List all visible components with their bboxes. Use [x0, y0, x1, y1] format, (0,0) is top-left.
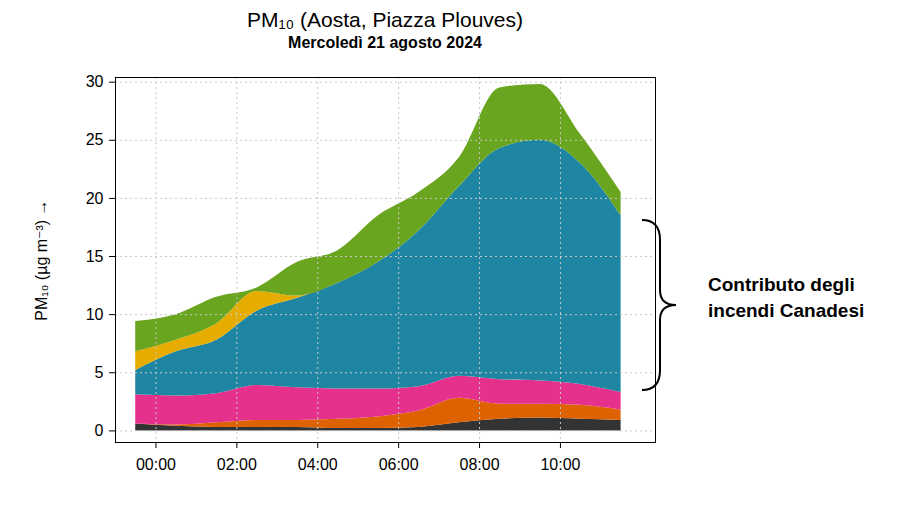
html-text:Contributo degli incendi Canad: Contributo degli incendi Canadesi — [708, 274, 865, 321]
svg-text:25: 25 — [86, 131, 104, 148]
svg-text:04:00: 04:00 — [298, 456, 338, 473]
html-text:Mercoledì 21 agosto 2024: Mercoledì 21 agosto 2024 — [288, 34, 482, 51]
svg-text:5: 5 — [95, 364, 104, 381]
svg-text:20: 20 — [86, 190, 104, 207]
svg-text:02:00: 02:00 — [217, 456, 257, 473]
svg-text:08:00: 08:00 — [460, 456, 500, 473]
svg-text:15: 15 — [86, 248, 104, 265]
svg-text:10:00: 10:00 — [540, 456, 580, 473]
html-text:PM₁₀ (Aosta, Piazza Plouves): PM₁₀ (Aosta, Piazza Plouves) — [247, 8, 523, 31]
svg-text:30: 30 — [86, 73, 104, 90]
svg-text:PM₁₀ (µg m⁻³) →: PM₁₀ (µg m⁻³) → — [33, 199, 50, 320]
svg-text:10: 10 — [86, 306, 104, 323]
svg-text:06:00: 06:00 — [379, 456, 419, 473]
svg-text:0: 0 — [95, 422, 104, 439]
svg-text:00:00: 00:00 — [136, 456, 176, 473]
